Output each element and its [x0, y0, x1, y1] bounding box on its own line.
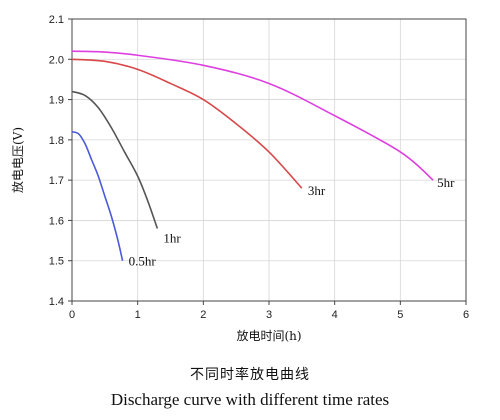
x-axis-title: 放电时间(h) — [236, 328, 301, 343]
caption-english: Discharge curve with different time rate… — [110, 390, 390, 409]
series-lines — [71, 50, 434, 261]
x-tick-label: 0 — [69, 309, 75, 321]
y-tick-label: 1.7 — [49, 175, 64, 187]
x-tick-label: 2 — [200, 309, 206, 321]
y-tick-label: 1.4 — [49, 296, 64, 308]
series-label-3hr: 3hr — [308, 183, 326, 198]
y-tick-label: 1.6 — [49, 215, 64, 227]
series-labels: 0.5hr 1hr 3hr 5hr — [129, 175, 456, 269]
series-line-3hr — [71, 58, 303, 189]
series-line-1hr — [71, 90, 159, 229]
x-tick-label: 6 — [463, 309, 469, 321]
series-label-1hr: 1hr — [163, 230, 181, 245]
x-tick-label: 5 — [397, 309, 403, 321]
series-label-0.5hr: 0.5hr — [129, 254, 157, 269]
x-tick-label: 1 — [135, 309, 141, 321]
series-line-0.5hr — [71, 131, 124, 261]
y-tick-label: 1.8 — [49, 135, 64, 147]
y-tick-label: 2.1 — [49, 14, 64, 26]
x-axis-ticks: 0 1 2 3 4 5 6 — [69, 301, 469, 321]
x-tick-label: 3 — [266, 309, 272, 321]
y-tick-label: 1.9 — [49, 95, 64, 107]
y-axis-title: 放电电压(V) — [10, 127, 25, 193]
series-label-5hr: 5hr — [437, 175, 455, 190]
grid — [72, 19, 466, 301]
series-line-5hr — [71, 50, 434, 181]
y-tick-label: 2.0 — [49, 54, 64, 66]
caption-chinese: 不同时率放电曲线 — [190, 367, 310, 383]
discharge-chart: 0 1 2 3 4 5 6 1.4 1.5 1.6 1.7 1.8 1.9 2.0 2.1 0.5hr 1h… — [10, 14, 470, 343]
x-tick-label: 4 — [332, 309, 338, 321]
y-axis-ticks: 1.4 1.5 1.6 1.7 1.8 1.9 2.0 2.1 — [49, 14, 72, 308]
y-tick-label: 1.5 — [49, 256, 64, 268]
